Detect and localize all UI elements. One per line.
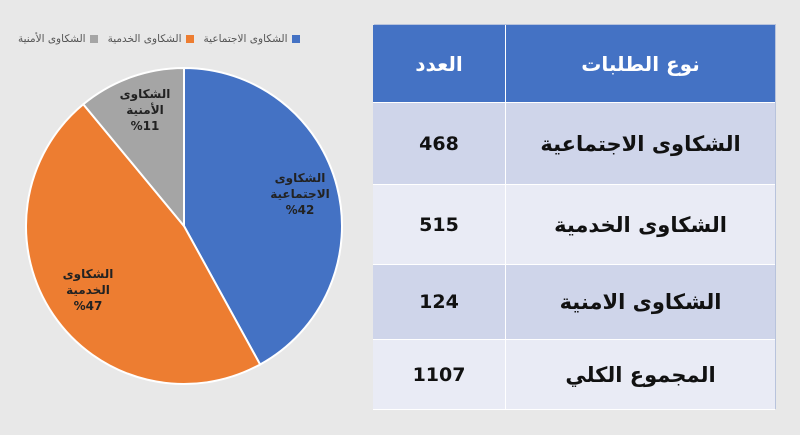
row-count-service: 515 — [373, 185, 505, 265]
slice-label-social: الشكاوى الاجتماعية %42 — [270, 171, 330, 217]
legend-item-security: الشكاوى الأمنية — [18, 33, 98, 45]
pie-slice-service — [25, 102, 262, 385]
legend-swatch-social — [291, 35, 300, 43]
pie-slice-social — [183, 66, 343, 366]
pie-chart: الشكاوى الاجتماعية الشكاوى الخدمية الشكا… — [0, 0, 370, 435]
header-request-type: نوع الطلبات — [505, 25, 775, 103]
row-count-social: 468 — [373, 103, 505, 185]
slice-label-security: الشكاوى الأمنية %11 — [120, 87, 171, 133]
row-count-security: 124 — [373, 265, 505, 340]
row-type-social: الشكاوى الاجتماعية — [505, 103, 775, 185]
pie-svg: الشكاوى الاجتماعية %42 الشكاوى الخدمية %47 الش… — [25, 66, 343, 385]
legend-swatch-service — [185, 35, 194, 43]
row-type-service: الشكاوى الخدمية — [505, 185, 775, 265]
legend-swatch-security — [89, 35, 98, 43]
header-count: العدد — [373, 25, 505, 103]
chart-legend: الشكاوى الاجتماعية الشكاوى الخدمية الشكا… — [18, 33, 300, 45]
row-type-security: الشكاوى الامنية — [505, 265, 775, 340]
row-type-total: المجموع الكلي — [505, 340, 775, 410]
requests-table: نوع الطلبات العدد الشكاوى الاجتماعية 468… — [373, 24, 776, 410]
legend-label-service: الشكاوى الخدمية — [107, 33, 182, 45]
legend-label-social: الشكاوى الاجتماعية — [203, 33, 288, 45]
pie-slice-security — [81, 66, 185, 229]
slice-label-service: الشكاوى الخدمية %47 — [63, 267, 114, 313]
row-count-total: 1107 — [373, 340, 505, 410]
legend-item-social: الشكاوى الاجتماعية — [204, 33, 300, 45]
legend-item-service: الشكاوى الخدمية — [108, 33, 194, 45]
legend-label-security: الشكاوى الأمنية — [18, 33, 86, 45]
